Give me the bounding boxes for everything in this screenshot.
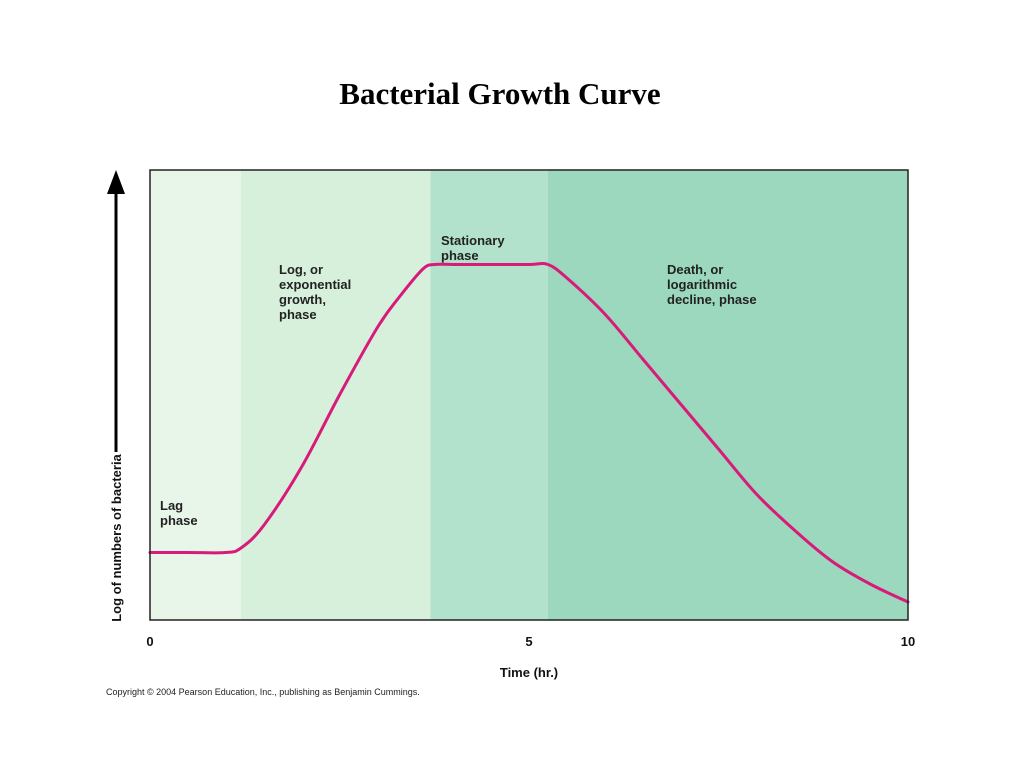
growth-curve-line xyxy=(148,262,910,604)
x-tick-label: 10 xyxy=(901,634,915,649)
phase-band-lag xyxy=(150,170,241,620)
phase-label-stationary: Stationary phase xyxy=(441,233,505,263)
phase-band-log xyxy=(240,170,431,620)
phase-band-stationary xyxy=(430,170,548,620)
phase-bands xyxy=(150,170,908,620)
chart-title: Bacterial Growth Curve xyxy=(339,76,661,111)
plot-frame xyxy=(149,169,909,621)
phase-band-death xyxy=(547,170,908,620)
phase-labels: Lag phase Log, or exponential growth, phase St… xyxy=(160,233,757,528)
y-axis-label: Log of numbers of bacteria xyxy=(109,453,124,621)
phase-label-lag: Lag phase xyxy=(160,498,198,528)
phase-label-death: Death, or logarithmic decline, phase xyxy=(667,262,757,307)
x-axis-ticks: 0 5 10 xyxy=(146,634,915,649)
x-axis-label: Time (hr.) xyxy=(500,665,558,680)
y-axis-arrow-icon xyxy=(107,170,125,452)
x-tick-label: 5 xyxy=(525,634,532,649)
copyright-notice: Copyright © 2004 Pearson Education, Inc.… xyxy=(106,687,420,697)
x-tick-label: 0 xyxy=(146,634,153,649)
phase-label-log: Log, or exponential growth, phase xyxy=(279,262,351,322)
